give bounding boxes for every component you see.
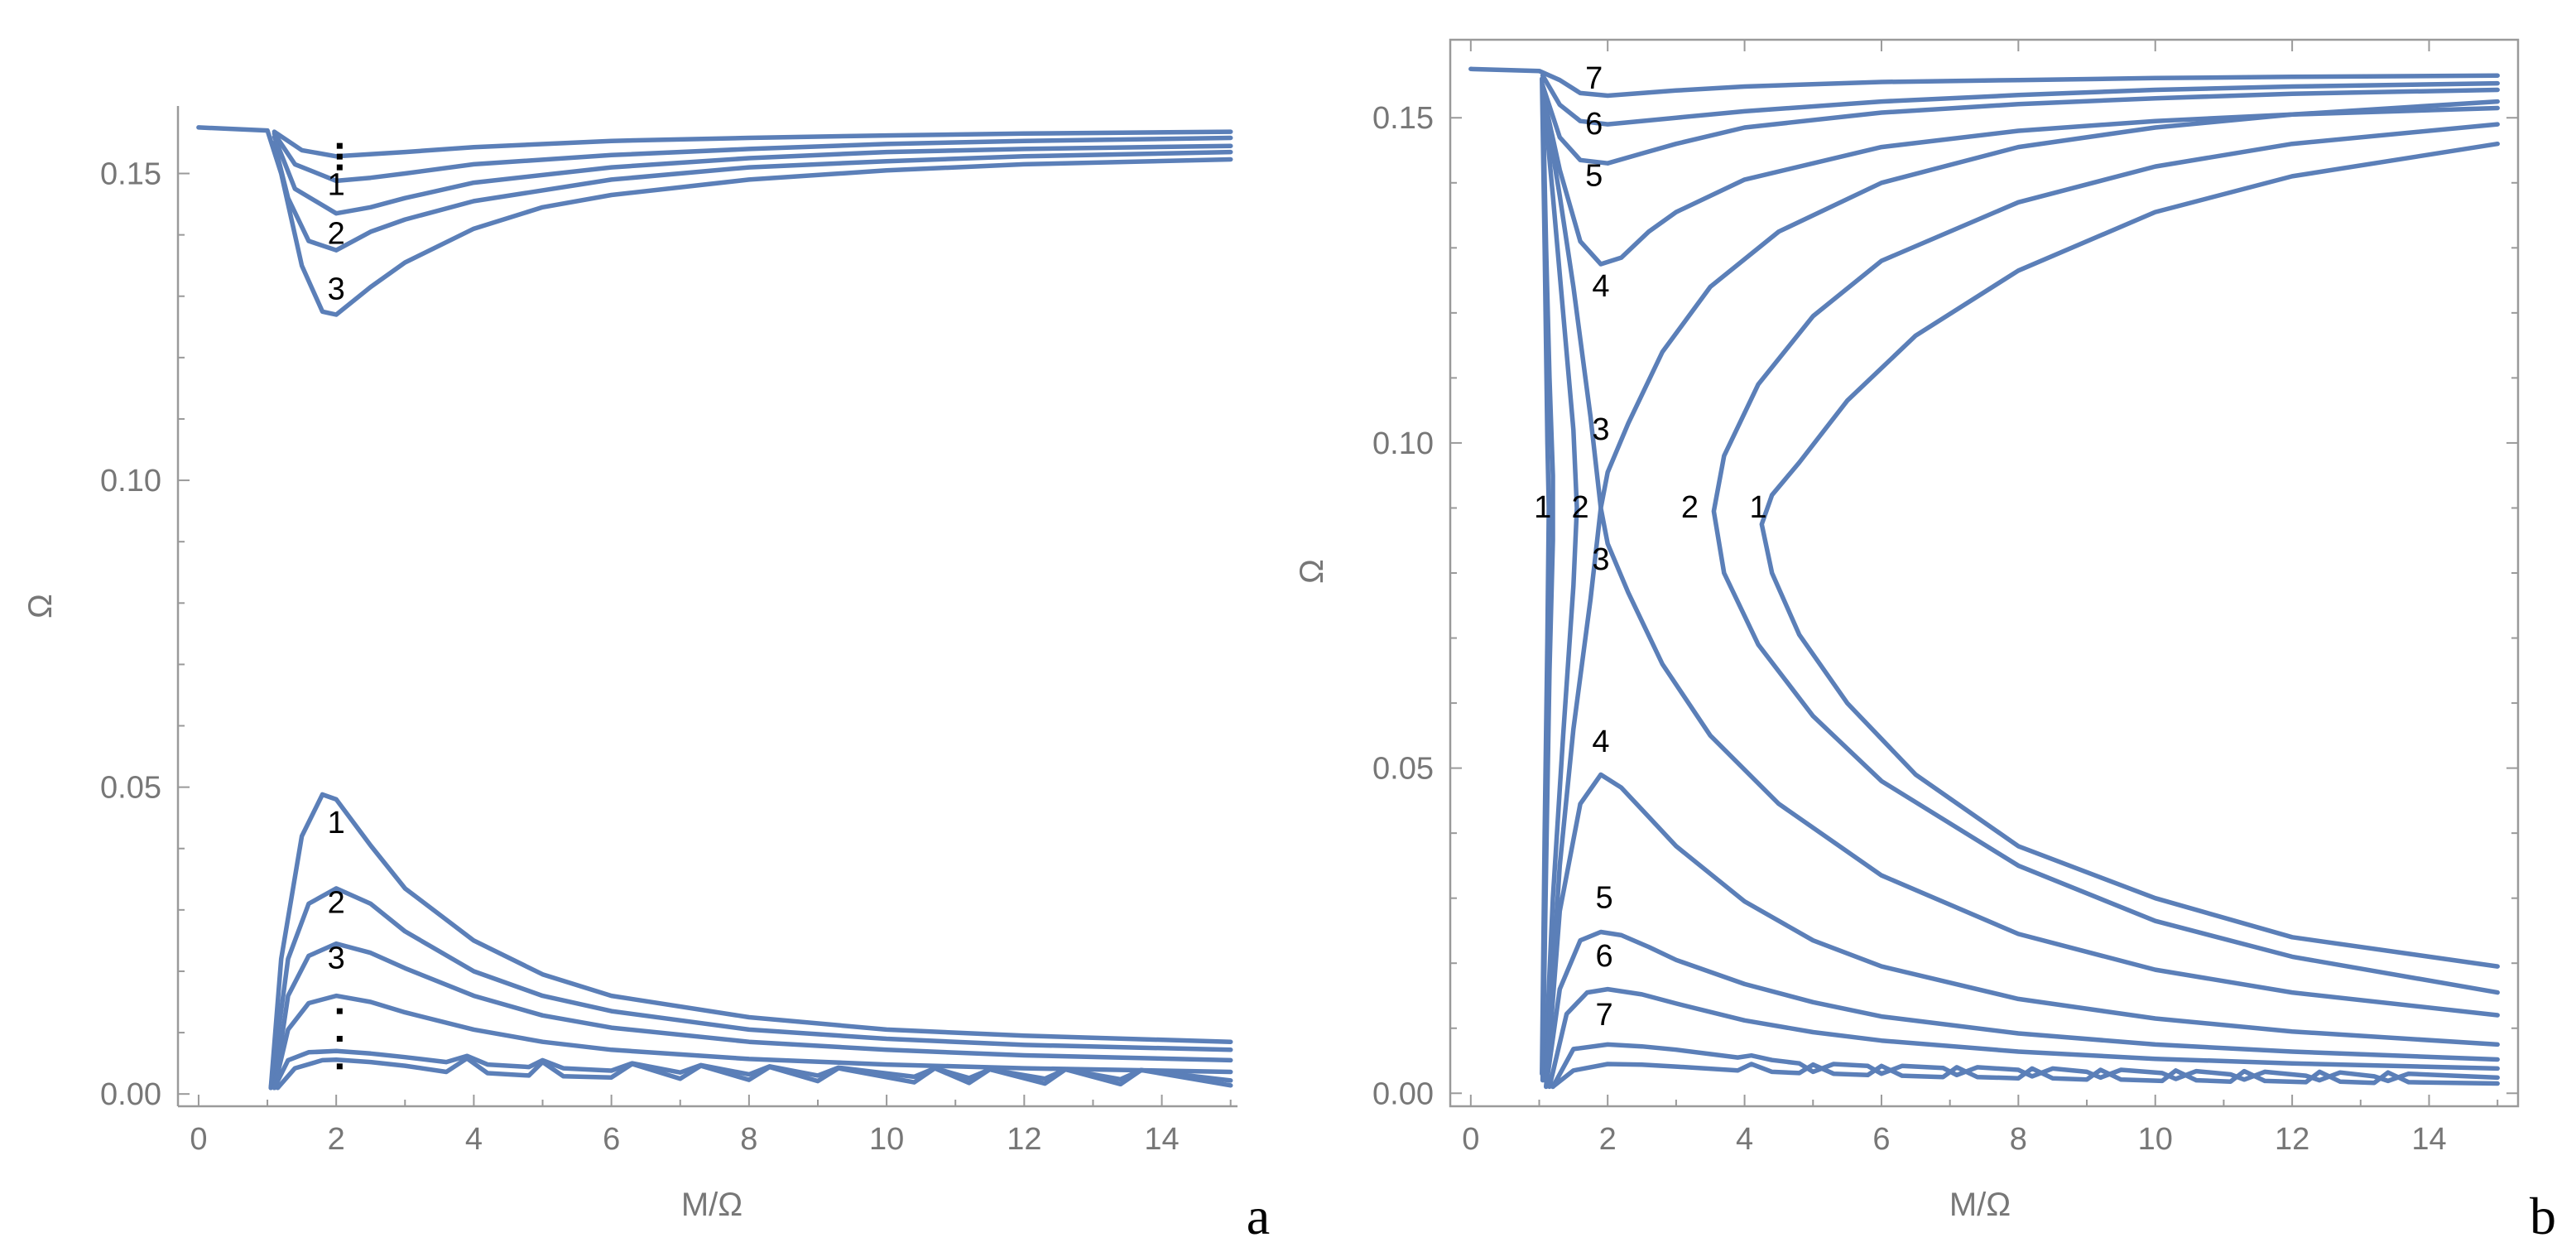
series-line-upper-3 (272, 134, 1233, 216)
y-tick-label: 0.10 (1372, 426, 1434, 461)
curve-label: 3 (328, 941, 345, 975)
ellipsis-dot (336, 142, 343, 149)
x-tick-label: 14 (1144, 1122, 1179, 1157)
x-tick-label: 12 (1007, 1122, 1041, 1157)
series-line-U5 (1540, 83, 2500, 166)
series-line-upper-1 (196, 125, 1233, 317)
series-line-C2 (1711, 122, 2500, 995)
series-line-L5 (1544, 929, 2500, 1090)
curve-label: 6 (1595, 939, 1612, 974)
series-line-V3 (1540, 89, 1603, 1076)
x-axis-title: M/Ω (681, 1187, 743, 1223)
curve-label: 7 (1595, 998, 1612, 1033)
x-tick-label: 2 (1599, 1122, 1617, 1157)
series-line-upper-2 (272, 140, 1233, 253)
x-tick-label: 6 (1872, 1122, 1890, 1157)
y-tick-label: 0.10 (100, 464, 161, 498)
series-line-U4 (1540, 89, 2500, 267)
series-line-lower-3 (272, 941, 1233, 1091)
x-tick-label: 4 (1736, 1122, 1753, 1157)
x-tick-label: 4 (465, 1122, 483, 1157)
series-line-L6 (1547, 986, 2500, 1090)
series-line-V2 (1540, 83, 1579, 1083)
curve-label: 1 (328, 167, 345, 202)
curve-label: 2 (328, 886, 345, 921)
series-line-lower-1 (268, 792, 1233, 1091)
curve-label: 5 (1585, 159, 1603, 194)
series-line-lower-2 (268, 886, 1233, 1091)
y-tick-label: 0.00 (100, 1077, 161, 1112)
series-line-U7 (1468, 66, 2500, 99)
y-tick-label: 0.00 (1372, 1076, 1434, 1111)
curve-label: 6 (1585, 107, 1603, 142)
x-tick-label: 12 (2275, 1122, 2309, 1157)
x-tick-label: 2 (328, 1122, 345, 1157)
y-tick-label: 0.15 (100, 157, 161, 192)
curve-label: 3 (1592, 412, 1609, 447)
y-tick-label: 0.15 (1372, 101, 1434, 136)
curve-label: 1 (1750, 490, 1767, 525)
curve-label: 1 (328, 806, 345, 840)
x-tick-label: 8 (2010, 1122, 2027, 1157)
curve-label: 3 (328, 272, 345, 306)
curve-label: 2 (1572, 490, 1589, 525)
x-axis-title: M/Ω (1949, 1187, 2011, 1223)
ellipsis-dot (336, 1008, 343, 1014)
curve-label: 2 (328, 217, 345, 252)
curve-label: 7 (1585, 61, 1603, 96)
series-line-L8 (1550, 1062, 2500, 1090)
curve-label: 3 (1592, 542, 1609, 577)
y-tick-label: 0.05 (100, 771, 161, 806)
series-line-upper-4 (272, 131, 1233, 184)
curve-label: 4 (1592, 725, 1609, 759)
panel-letter: a (1247, 1187, 1270, 1245)
series-line-U6 (1540, 73, 2500, 127)
y-axis-title: Ω (22, 594, 59, 619)
x-tick-label: 10 (869, 1122, 904, 1157)
x-tick-label: 0 (190, 1122, 207, 1157)
ellipsis-dot (336, 164, 343, 171)
x-tick-label: 8 (740, 1122, 757, 1157)
ellipsis-dot (336, 1035, 343, 1042)
x-tick-label: 0 (1462, 1122, 1479, 1157)
x-tick-label: 14 (2411, 1122, 2446, 1157)
series-line-L4 (1544, 772, 2500, 1090)
x-tick-label: 6 (603, 1122, 620, 1157)
panel-letter: b (2530, 1187, 2556, 1245)
curve-label: 4 (1592, 269, 1609, 304)
series-line-V4 (1540, 76, 1551, 1076)
curve-label: 5 (1595, 880, 1612, 915)
series-line-lower-4 (272, 993, 1233, 1091)
ellipsis-dot (336, 153, 343, 160)
y-axis-title: Ω (1294, 559, 1330, 584)
series-line-upper-5 (272, 129, 1233, 159)
curve-label: 2 (1681, 490, 1699, 525)
ellipsis-dot (336, 1063, 343, 1070)
series-line-lower-6 (275, 1056, 1233, 1091)
y-tick-label: 0.05 (1372, 752, 1434, 787)
x-tick-label: 10 (2138, 1122, 2173, 1157)
series-line-C1 (1759, 141, 2500, 969)
curve-label: 1 (1534, 490, 1551, 525)
